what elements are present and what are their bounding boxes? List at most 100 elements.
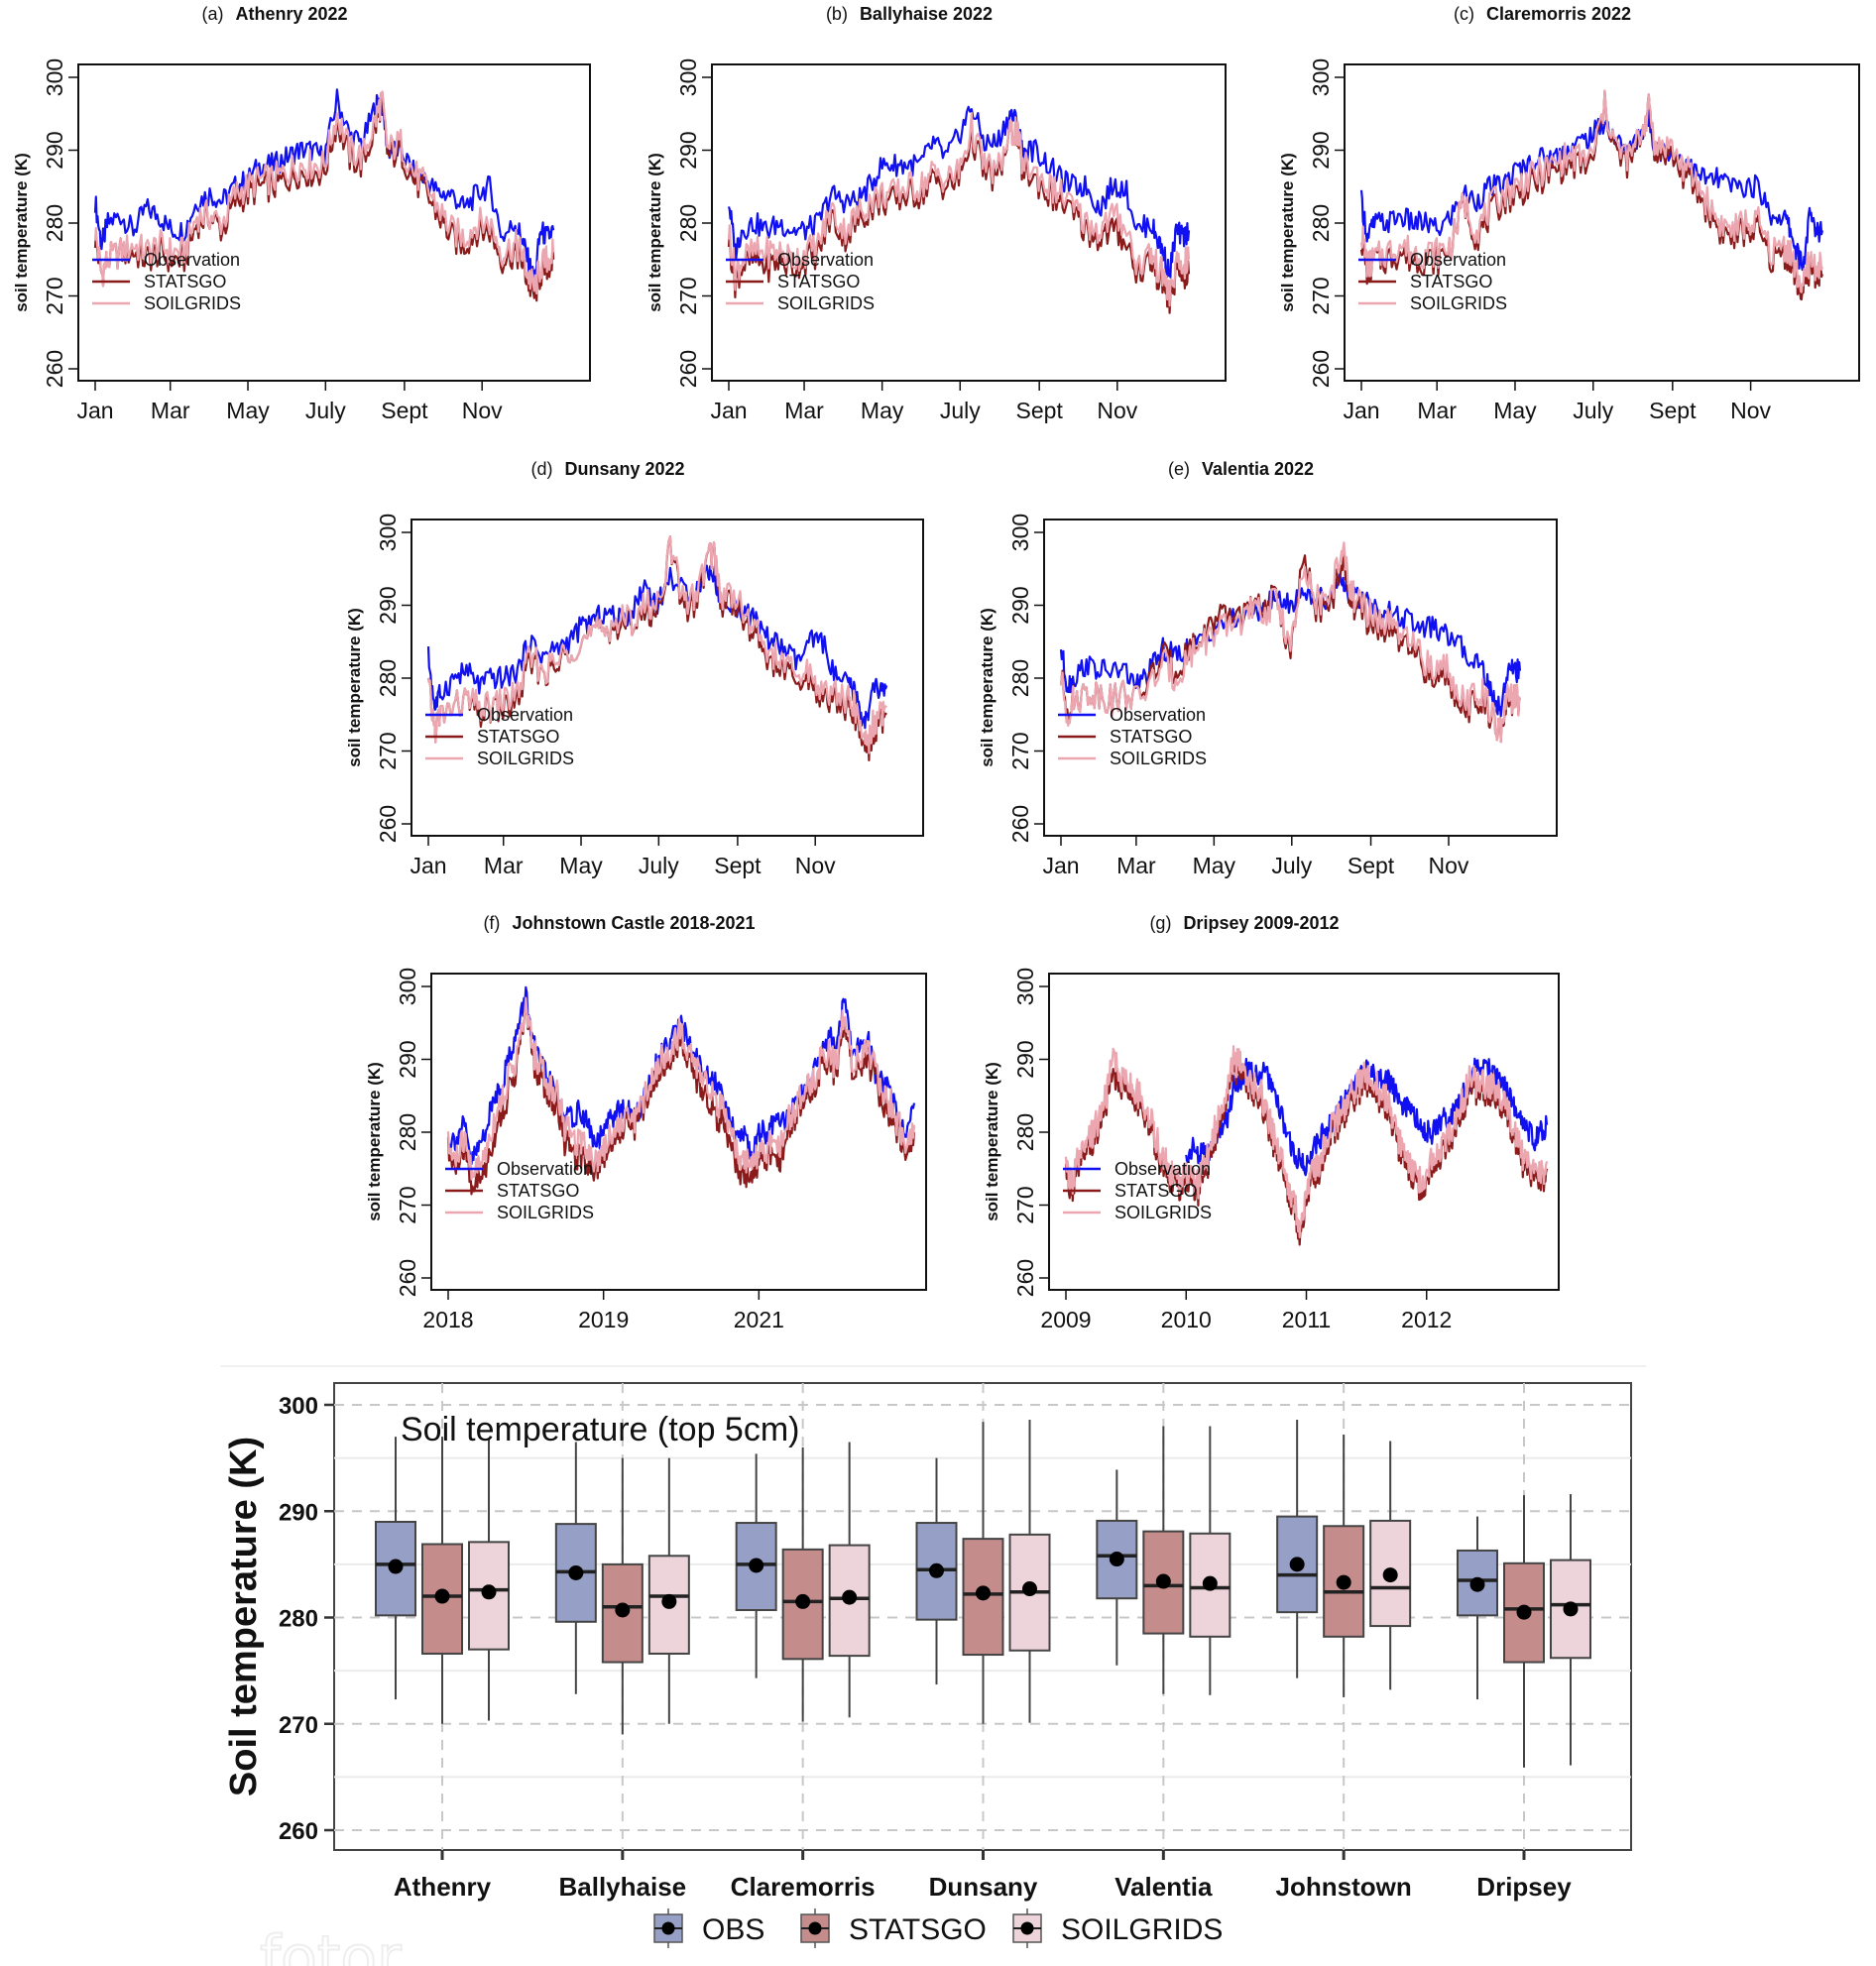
y-tick-label: 260	[1308, 350, 1334, 388]
mean-dot	[615, 1602, 631, 1618]
legend-label: STATSGO	[1110, 727, 1192, 747]
box-obs	[915, 1457, 958, 1685]
plot-frame	[1048, 973, 1560, 1291]
mean-dot	[1109, 1552, 1124, 1567]
x-tick-label: Johnstown	[1276, 1872, 1412, 1902]
line-chart-b: (b) Ballyhaise 2022 260 270 280 290 300 soil te…	[645, 4, 1227, 423]
legend-mean-dot	[1020, 1921, 1034, 1935]
series-line-observation	[426, 564, 888, 730]
x-tick-label: Jan	[1042, 853, 1079, 878]
box-statsgo	[1142, 1426, 1185, 1694]
y-tick-label: 270	[1308, 277, 1334, 314]
box-soilgrids	[468, 1439, 510, 1721]
mean-dot	[1022, 1581, 1037, 1597]
box-obs	[1096, 1469, 1138, 1666]
line-chart-a: (a) Athenry 2022 260 270 280 290 300 soil tempe…	[12, 4, 591, 423]
x-tick-label: 2009	[1040, 1307, 1091, 1332]
series-line-soilgrids	[93, 90, 555, 295]
legend-label: STATSGO	[777, 272, 860, 291]
legend-label: OBS	[702, 1913, 764, 1946]
y-tick-label: 290	[1012, 1040, 1038, 1078]
series-line-soilgrids	[426, 535, 887, 754]
panel-title: (f) Johnstown Castle 2018-2021	[483, 913, 755, 933]
y-tick-label: 270	[675, 277, 701, 314]
y-tick-label: 290	[1007, 586, 1033, 624]
y-tick-label: 280	[1012, 1113, 1038, 1151]
box-statsgo	[421, 1437, 463, 1724]
panel-name: Valentia 2022	[1202, 459, 1314, 479]
box-body	[421, 1543, 463, 1655]
legend-label: SOILGRIDS	[1410, 293, 1507, 313]
x-tick-label: May	[559, 853, 603, 878]
panel-name: Dripsey 2009-2012	[1183, 913, 1339, 933]
x-tick-label: Nov	[1097, 398, 1137, 423]
box-body	[1550, 1559, 1591, 1660]
y-tick-label: 270	[375, 732, 401, 769]
legend-label: SOILGRIDS	[497, 1203, 594, 1222]
y-tick-label: 290	[675, 131, 701, 169]
y-tick-label: 300	[1007, 514, 1033, 551]
x-tick-label: Nov	[1429, 853, 1469, 878]
box-statsgo	[962, 1422, 1004, 1724]
legend-item-soilgrids: SOILGRIDS	[1012, 1908, 1223, 1948]
box-obs	[1276, 1420, 1319, 1678]
box-soilgrids	[1369, 1441, 1412, 1690]
x-tick-label: Dunsany	[929, 1872, 1038, 1902]
y-tick-label: 260	[395, 1259, 420, 1297]
mean-dot	[1202, 1575, 1218, 1591]
x-tick-label: Dripsey	[1476, 1872, 1572, 1902]
series-line-observation	[1359, 109, 1823, 272]
legend-label: SOILGRIDS	[477, 749, 574, 768]
legend-label: Observation	[144, 250, 240, 270]
y-tick-label: 280	[42, 204, 67, 242]
box-obs	[375, 1437, 416, 1700]
legend-mean-dot	[661, 1921, 675, 1935]
x-tick-label: Sept	[1016, 398, 1064, 423]
series-line-observation	[727, 105, 1191, 279]
legend-label: STATSGO	[1410, 272, 1492, 291]
series-line-soilgrids	[727, 112, 1191, 307]
x-tick-label: Jan	[710, 398, 747, 423]
y-tick-label: 300	[375, 514, 401, 551]
x-tick-label: Jan	[410, 853, 446, 878]
x-tick-label: 2010	[1161, 1307, 1212, 1332]
x-tick-label: July	[305, 398, 346, 423]
x-tick-label: May	[226, 398, 270, 423]
plot-frame	[1043, 519, 1558, 837]
panel-title: (d) Dunsany 2022	[530, 459, 684, 479]
box-obs	[554, 1442, 597, 1694]
line-chart-g: (g) Dripsey 2009-2012 260 270 280 290 300 soil …	[983, 913, 1560, 1332]
legend-label: STATSGO	[849, 1913, 987, 1946]
y-tick-label: 270	[1012, 1186, 1038, 1223]
y-axis-label: soil temperature (K)	[645, 153, 664, 312]
line-chart-c: (c) Claremorris 2022 260 270 280 290 300 soil t…	[1278, 4, 1860, 423]
x-tick-label: Nov	[1730, 398, 1771, 423]
series-line-observation	[1185, 1057, 1549, 1177]
mean-dot	[749, 1558, 764, 1573]
mean-dot	[842, 1589, 858, 1605]
legend-label: Observation	[1114, 1159, 1211, 1179]
y-tick-label: 260	[375, 805, 401, 843]
x-tick-label: Sept	[714, 853, 762, 878]
mean-dot	[795, 1593, 811, 1609]
x-tick-label: Ballyhaise	[559, 1872, 687, 1902]
mean-dot	[568, 1564, 584, 1580]
x-tick-label: Sept	[381, 398, 428, 423]
box-soilgrids	[1008, 1420, 1051, 1723]
legend-label: SOILGRIDS	[144, 293, 241, 313]
box-soilgrids	[1550, 1494, 1591, 1766]
mean-dot	[1155, 1573, 1171, 1589]
box-soilgrids	[647, 1457, 690, 1724]
y-tick-label: 300	[675, 58, 701, 96]
y-tick-label: 300	[279, 1393, 318, 1420]
x-tick-label: Claremorris	[731, 1872, 876, 1902]
panel-label: (g)	[1149, 913, 1171, 933]
box-soilgrids	[1189, 1426, 1231, 1695]
legend-label: Observation	[477, 705, 573, 725]
legend-label: Observation	[497, 1159, 593, 1179]
x-tick-label: May	[1493, 398, 1537, 423]
panel-name: Ballyhaise 2022	[860, 4, 993, 24]
y-tick-label: 260	[279, 1818, 318, 1845]
box-statsgo	[601, 1457, 644, 1735]
series-line-observation	[93, 88, 555, 282]
